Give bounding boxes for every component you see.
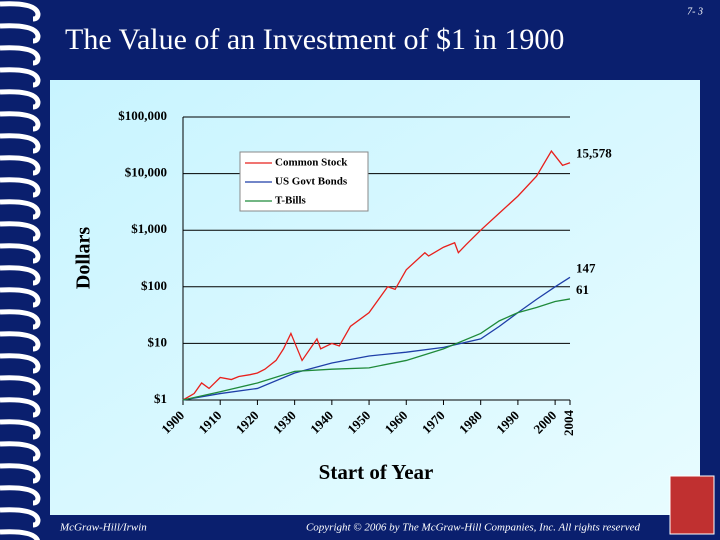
content-area [50,80,700,515]
series-line [182,298,571,401]
end-label: 15,578 [576,146,612,161]
x-tick-label: 2004 [561,410,576,437]
y-tick-label: $100 [141,278,167,293]
footer-right: Copyright © 2006 by The McGraw-Hill Comp… [306,522,641,534]
series-line [182,276,571,401]
slide-number: 7- 3 [687,6,703,17]
y-tick-label: $1,000 [131,221,167,236]
y-tick-label: $100,000 [118,108,167,123]
title: The Value of an Investment of $1 in 1900 [65,23,564,56]
y-tick-label: $10,000 [125,165,167,180]
binder-rings [0,0,50,540]
x-axis-label: Start of Year [319,460,434,484]
legend-label: US Govt Bonds [275,176,348,188]
legend-label: T-Bills [275,195,306,207]
y-axis-label: Dollars [73,227,95,289]
end-label: 147 [576,260,596,275]
y-tick-label: $1 [154,391,167,406]
flag-icon [669,475,715,535]
y-tick-label: $10 [148,334,168,349]
series-line [182,149,571,401]
end-label: 61 [576,282,589,297]
legend-label: Common Stock [275,157,348,169]
footer-left: McGraw-Hill/Irwin [59,522,147,534]
